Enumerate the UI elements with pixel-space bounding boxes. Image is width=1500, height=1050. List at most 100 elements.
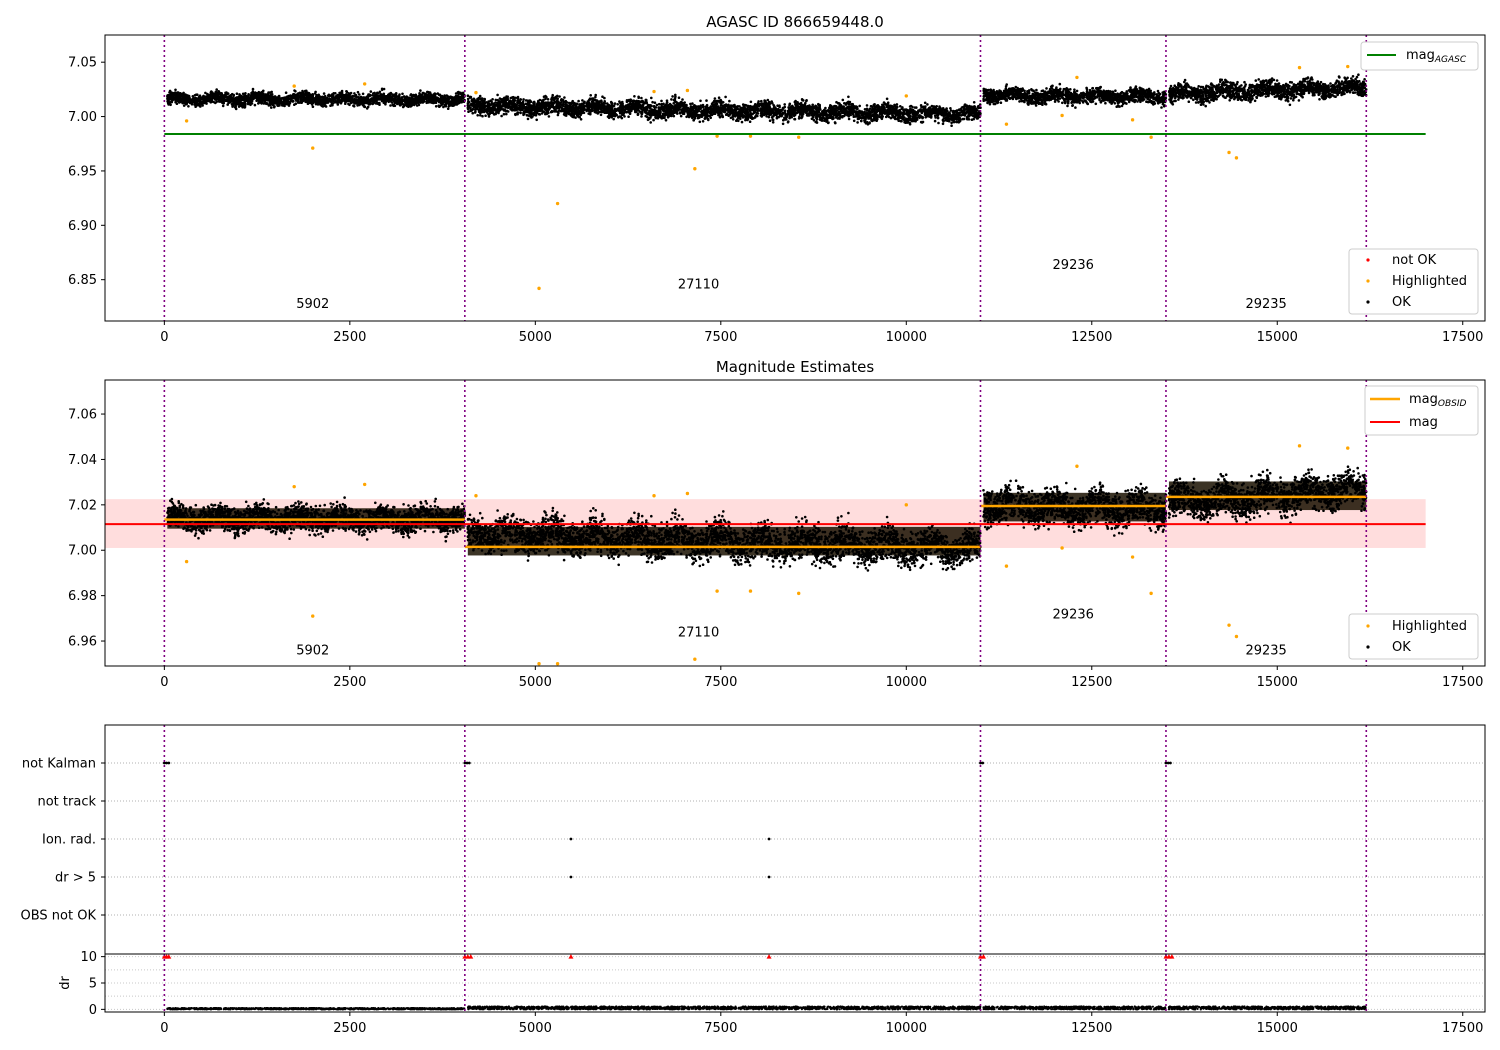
agasc-ok-point [202, 97, 205, 101]
agasc-ok-point [311, 101, 314, 105]
agasc-ok-point [329, 94, 333, 97]
agasc-ok-point [852, 119, 856, 123]
agasc-ok-point [294, 97, 297, 100]
agasc-ok-point [426, 90, 429, 94]
agasc-ok-point [380, 87, 384, 91]
agasc-ok-point [253, 95, 257, 98]
agasc-ok-point [418, 92, 421, 95]
agasc-ok-point [227, 97, 230, 101]
agasc-ok-point [182, 97, 185, 101]
agasc-ok-point [436, 92, 440, 95]
agasc-ok-point [209, 96, 212, 99]
agasc-ok-point [455, 95, 458, 98]
agasc-ok-point [941, 108, 944, 111]
agasc-ok-point [797, 117, 801, 120]
agasc-ok-point [885, 97, 889, 101]
agasc-ok-point [456, 100, 459, 103]
agasc-ok-point [226, 92, 229, 96]
agasc-ok-point [893, 103, 896, 107]
agasc-ok-point [366, 105, 370, 109]
agasc-ok-point [376, 96, 380, 100]
agasc-ok-point [215, 88, 218, 91]
agasc-ok-point [260, 94, 264, 98]
agasc-ok-point [715, 102, 719, 106]
agasc-ok-point [218, 92, 221, 95]
agasc-ok-point [277, 95, 280, 99]
agasc-ok-point [438, 100, 442, 103]
agasc-ok-point [950, 121, 953, 125]
agasc-ok-point [191, 95, 195, 98]
agasc-ok-point [771, 118, 774, 121]
agasc-ok-point [546, 98, 550, 101]
agasc-ok-point [674, 93, 677, 97]
agasc-ok-point [400, 96, 404, 99]
agasc-ok-point [401, 92, 404, 96]
agasc-ok-point [204, 91, 207, 95]
agasc-ok-point [365, 98, 369, 101]
agasc-ok-point [670, 98, 673, 101]
agasc-ok-point [322, 98, 325, 101]
agasc-ok-point [633, 95, 636, 98]
agasc-ok-point [414, 100, 418, 103]
agasc-ok-point [326, 100, 329, 103]
agasc-ok-point [351, 99, 354, 102]
agasc-ok-point [380, 93, 383, 96]
agasc-ok-point [251, 87, 255, 91]
agasc-ok-point [384, 97, 388, 101]
agasc-ok-point [939, 106, 942, 110]
agasc-ok-point [301, 95, 305, 98]
agasc-ok-point [457, 90, 460, 94]
agasc-ok-point [356, 90, 360, 94]
agasc-ok-point [775, 113, 778, 117]
agasc-ok-point [377, 92, 380, 95]
agasc-ok-point [233, 97, 236, 101]
agasc-ok-point [908, 121, 912, 125]
agasc-ok-point [657, 102, 661, 106]
agasc-ok-point [270, 99, 274, 103]
agasc-ok-point [522, 98, 525, 101]
agasc-ok-point [671, 95, 674, 98]
agasc-ok-point [741, 103, 745, 106]
agasc-ok-point [724, 95, 727, 99]
agasc-ok-point [166, 99, 170, 102]
agasc-ok-point [336, 103, 340, 106]
agasc-ok-point [771, 121, 775, 124]
agasc-ok-point [446, 107, 450, 110]
agasc-ok-point [322, 92, 326, 95]
agasc-ok-point [744, 116, 748, 119]
agasc-ok-point [267, 104, 271, 107]
agasc-ok-point [728, 99, 731, 103]
agasc-ok-point [454, 92, 458, 95]
agasc-ok-point [260, 90, 264, 94]
agasc-ok-point [314, 102, 318, 106]
agasc-ok-point [373, 91, 376, 95]
agasc-ok-point [260, 97, 263, 100]
agasc-ok-point [340, 91, 344, 95]
agasc-ok-point [775, 116, 779, 120]
agasc-ok-point [208, 99, 211, 103]
agasc-ok-point [369, 90, 373, 93]
agasc-ok-point [470, 109, 473, 112]
agasc-ok-point [843, 102, 846, 105]
agasc-ok-point [924, 116, 927, 119]
agasc-ok-point [505, 112, 508, 116]
agasc-ok-point [490, 102, 494, 105]
agasc-ok-point [383, 94, 386, 98]
agasc-ok-point [388, 94, 392, 97]
agasc-ok-point [192, 98, 196, 102]
agasc-ok-point [287, 97, 291, 101]
agasc-ok-point [591, 99, 595, 102]
agasc-ok-point [812, 118, 816, 122]
agasc-ok-point [334, 92, 337, 95]
agasc-ok-point [284, 102, 288, 105]
agasc-ok-point [563, 96, 566, 99]
agasc-ok-point [466, 94, 470, 97]
agasc-ok-point [250, 93, 254, 96]
agasc-ok-point [198, 97, 202, 101]
agasc-ok-point [293, 89, 296, 92]
agasc-ok-point [415, 95, 419, 98]
agasc-ok-point [707, 114, 711, 118]
agasc-ok-point [300, 100, 304, 103]
agasc-ok-point [404, 97, 408, 100]
